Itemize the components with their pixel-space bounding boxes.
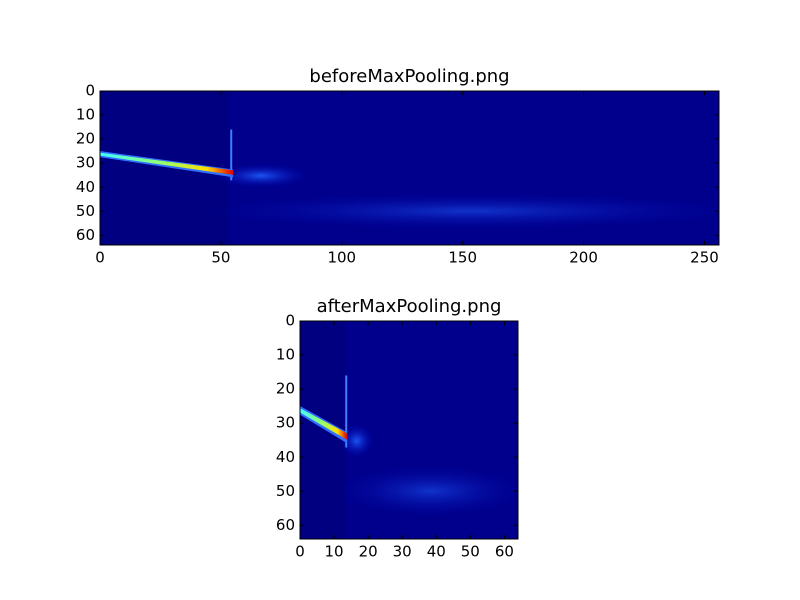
x-tick-label: 100 (327, 249, 356, 267)
glow (192, 192, 719, 230)
y-tick-label: 60 (76, 226, 95, 244)
image (300, 321, 518, 539)
image (100, 91, 719, 245)
y-tick-label: 30 (76, 154, 95, 172)
chart-title: beforeMaxPooling.png (309, 66, 509, 87)
y-tick-label: 50 (276, 482, 295, 500)
x-tick-label: 250 (690, 249, 719, 267)
x-tick-label: 50 (461, 543, 480, 561)
x-tick-label: 20 (359, 543, 378, 561)
y-tick-label: 0 (285, 312, 295, 330)
x-tick-label: 200 (569, 249, 598, 267)
x-tick-label: 150 (448, 249, 477, 267)
x-tick-label: 0 (295, 543, 305, 561)
x-tick-label: 10 (325, 543, 344, 561)
glow (211, 163, 311, 189)
x-tick-label: 40 (427, 543, 446, 561)
y-tick-label: 60 (276, 516, 295, 534)
y-tick-label: 20 (276, 380, 295, 398)
x-tick-label: 60 (495, 543, 514, 561)
glow (332, 464, 518, 518)
glow (339, 423, 375, 459)
y-tick-label: 20 (76, 130, 95, 148)
y-tick-label: 40 (76, 178, 95, 196)
axes-frame (299, 320, 519, 540)
y-tick-label: 10 (276, 346, 295, 364)
y-tick-label: 50 (76, 202, 95, 220)
x-tick-label: 30 (393, 543, 412, 561)
axes-frame (99, 90, 720, 246)
image-plot: 0 50 100 150 200 250 0 10 20 30 40 50 60 beforeMaxPoo… (76, 66, 720, 267)
streak (300, 408, 347, 440)
x-tick-label: 0 (95, 249, 105, 267)
y-tick-label: 30 (276, 414, 295, 432)
y-tick-label: 40 (276, 448, 295, 466)
x-tick-label: 50 (211, 249, 230, 267)
chart-title: afterMaxPooling.png (317, 296, 502, 317)
y-tick-label: 0 (85, 82, 95, 100)
streak (100, 152, 234, 175)
image-plot: 0 10 20 30 40 50 600102030405060afterMaxPoolin… (276, 296, 519, 561)
y-tick-label: 10 (76, 106, 95, 124)
